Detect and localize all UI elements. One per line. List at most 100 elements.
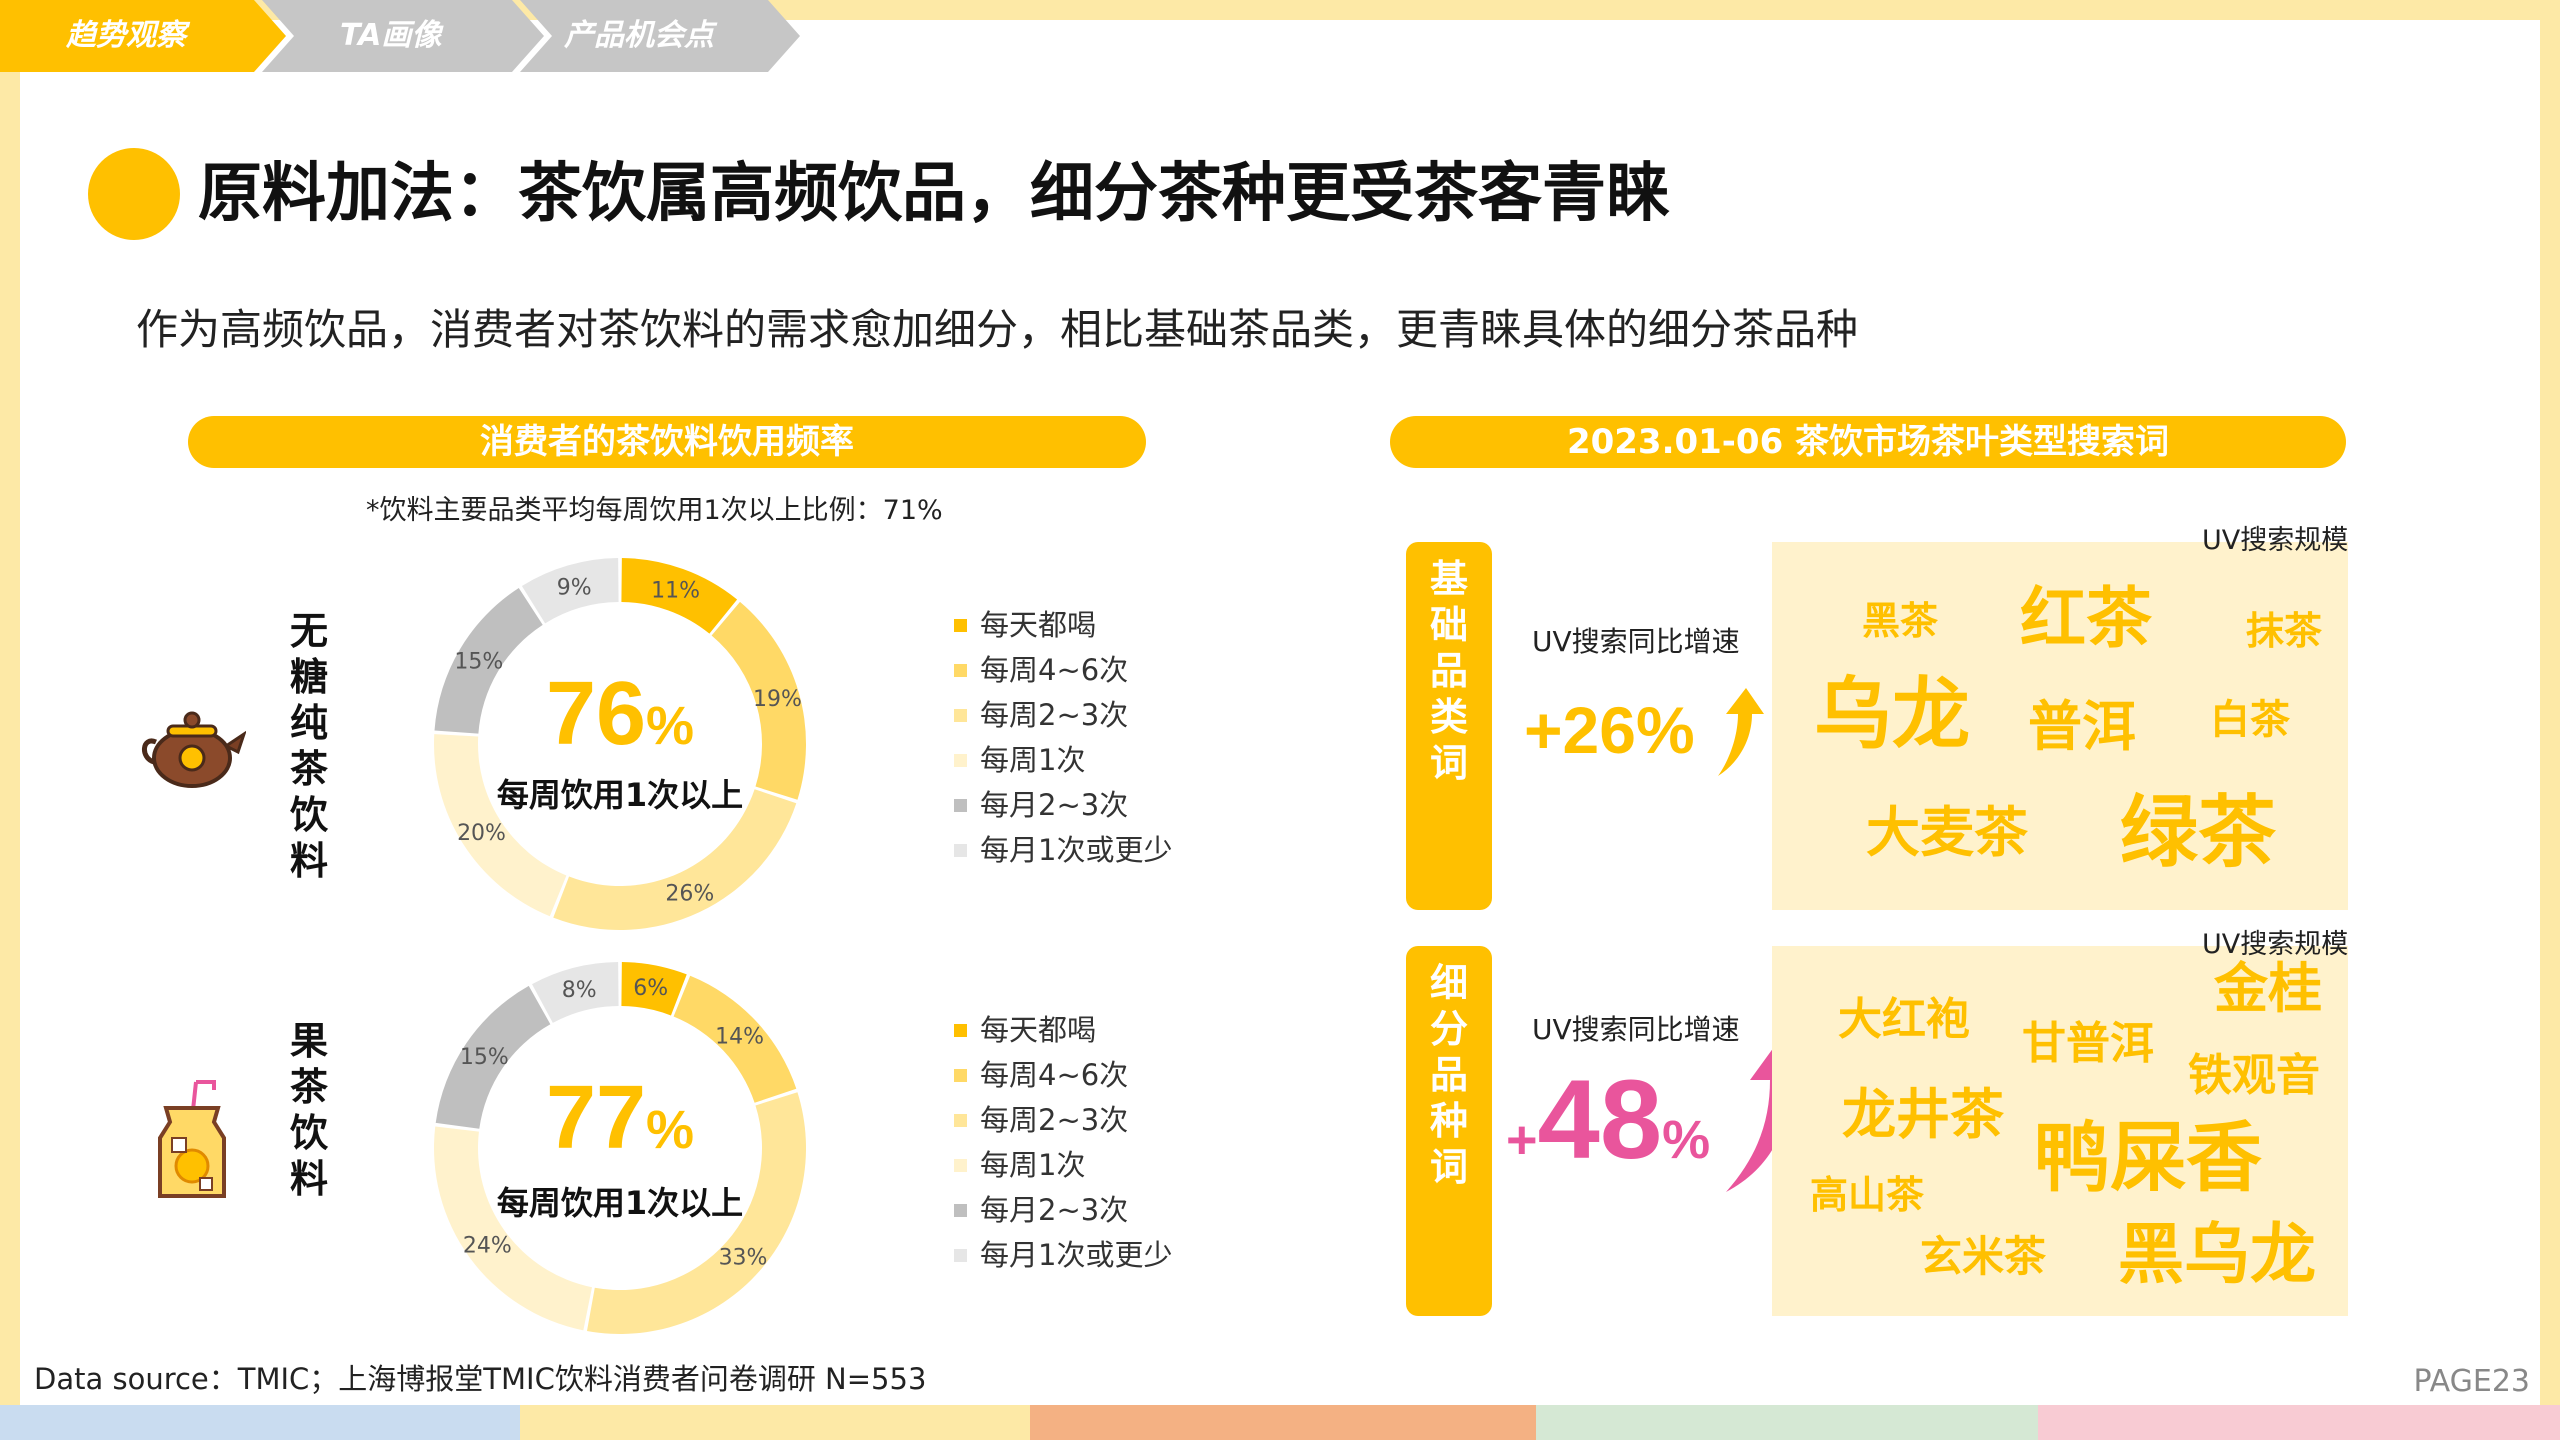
legend2-swatch-6 xyxy=(954,1249,967,1262)
donut2-slice-3 xyxy=(586,1092,806,1334)
word-xuanmicha: 玄米茶 xyxy=(1920,1232,2047,1281)
word-yashixiang: 鸭屎香 xyxy=(2034,1113,2262,1202)
footer-strip-pink xyxy=(2038,1405,2560,1440)
tab-shape-2[interactable] xyxy=(262,0,544,72)
tab-shape-1[interactable] xyxy=(0,0,286,72)
legend1-swatch-5 xyxy=(954,799,967,812)
legend2-label-1: 每天都喝 xyxy=(980,1013,1097,1047)
donut1-slice-1 xyxy=(621,558,738,634)
basic-growth-arrow-icon xyxy=(1718,688,1764,776)
legend2-label-3: 每周2~3次 xyxy=(980,1103,1129,1137)
subvariety-word-cloud xyxy=(1772,946,2348,1316)
right-panel-header: 2023.01-06 茶饮市场茶叶类型搜索词 xyxy=(1390,416,2346,468)
legend1-item-1: 每天都喝 xyxy=(954,603,1172,648)
legend1-swatch-2 xyxy=(954,664,967,677)
legend1-label-5: 每月2~3次 xyxy=(980,788,1129,822)
donut1-slice-3 xyxy=(553,789,797,930)
donut1-slice-5 xyxy=(434,587,543,734)
row2-label: 果茶饮料 xyxy=(289,1019,328,1201)
legend2-swatch-4 xyxy=(954,1159,967,1172)
legend2-item-3: 每周2~3次 xyxy=(954,1098,1172,1143)
donut1-slice-2 xyxy=(711,601,806,800)
word-damaicha: 大麦茶 xyxy=(1866,801,2028,864)
legend1-item-5: 每月2~3次 xyxy=(954,783,1172,828)
basic-category-label: 基础品类词 xyxy=(1406,542,1492,910)
teapot-icon xyxy=(138,696,247,792)
donut1-center-label: 每周饮用1次以上 xyxy=(497,776,743,814)
legend2-label-6: 每月1次或更少 xyxy=(980,1238,1173,1272)
word-heiwulong: 黑乌龙 xyxy=(2118,1216,2316,1293)
page-number: PAGE23 xyxy=(2413,1364,2530,1399)
legend2-swatch-5 xyxy=(954,1204,967,1217)
word-dahongpao: 大红袍 xyxy=(1838,994,1970,1045)
word-mocha: 抹茶 xyxy=(2246,609,2323,653)
donut2-slice-label-1: 6% xyxy=(633,976,668,1001)
word-hongcha: 红茶 xyxy=(2020,580,2152,657)
legend2-item-5: 每月2~3次 xyxy=(954,1188,1172,1233)
tab-trend[interactable]: 趋势观察 xyxy=(66,18,186,53)
donut1-slice-label-2: 19% xyxy=(753,687,802,712)
legend2-label-4: 每周1次 xyxy=(980,1148,1086,1182)
donut2-center-label: 每周饮用1次以上 xyxy=(497,1184,743,1222)
word-baicha: 白茶 xyxy=(2210,697,2290,743)
tabs-shapes xyxy=(0,0,800,72)
donut2-slice-label-3: 33% xyxy=(719,1245,768,1270)
legend2-swatch-2 xyxy=(954,1069,967,1082)
footer-strip-green xyxy=(1536,1405,2038,1440)
word-jingui: 金桂 xyxy=(2214,957,2322,1020)
donut-chart-1: 11% 19% 26% 20% 15% 9% 76% 每周饮用1次以上 xyxy=(434,558,806,930)
footer-strip-orange xyxy=(1030,1405,1536,1440)
basic-word-cloud xyxy=(1772,542,2348,910)
section-tabs: 趋势观察 TA画像 产品机会点 xyxy=(0,0,820,72)
footer-strip-blue xyxy=(0,1405,520,1440)
basic-category-text: 基础品类词 xyxy=(1429,557,1468,785)
legend2-swatch-3 xyxy=(954,1114,967,1127)
legend-1: 每天都喝每周4~6次每周2~3次每周1次每月2~3次每月1次或更少 xyxy=(954,603,1172,873)
tab-opportunity[interactable]: 产品机会点 xyxy=(564,18,714,53)
left-panel-note: *饮料主要品类平均每周饮用1次以上比例：71% xyxy=(366,495,943,526)
word-heicha: 黑茶 xyxy=(1862,599,1939,643)
donut1-slice-label-1: 11% xyxy=(651,579,700,604)
word-lvcha: 绿茶 xyxy=(2120,788,2277,878)
legend2-item-6: 每月1次或更少 xyxy=(954,1233,1172,1278)
basic-growth-label: UV搜索同比增速 xyxy=(1532,625,1740,658)
subvariety-growth-label: UV搜索同比增速 xyxy=(1532,1013,1740,1046)
legend1-label-2: 每周4~6次 xyxy=(980,653,1129,687)
subvariety-growth-value: +48% xyxy=(1506,1064,1710,1176)
fruit-tea-icon xyxy=(152,1078,232,1202)
tab-ta-portrait[interactable]: TA画像 xyxy=(340,18,442,53)
donut1-slice-label-6: 9% xyxy=(557,576,592,601)
left-panel-header: 消费者的茶饮料饮用频率 xyxy=(188,416,1146,468)
donut1-slice-label-3: 26% xyxy=(665,881,714,906)
legend1-swatch-3 xyxy=(954,709,967,722)
tab-shape-3[interactable] xyxy=(520,0,800,72)
donut2-slice-1 xyxy=(621,962,687,1016)
word-ganpuer: 甘普洱 xyxy=(2022,1018,2154,1069)
subvariety-text: 细分品种词 xyxy=(1429,961,1468,1189)
legend2-label-5: 每月2~3次 xyxy=(980,1193,1129,1227)
donut1-slice-6 xyxy=(521,558,619,624)
legend1-swatch-6 xyxy=(954,844,967,857)
legend2-item-2: 每周4~6次 xyxy=(954,1053,1172,1098)
legend1-item-4: 每周1次 xyxy=(954,738,1172,783)
legend2-swatch-1 xyxy=(954,1024,967,1037)
donut-chart-2: 6% 14% 33% 24% 15% 8% 77% 每周饮用1次以上 xyxy=(434,962,806,1334)
subvariety-growth-number: 48 xyxy=(1537,1057,1663,1182)
donut2-slice-label-5: 15% xyxy=(460,1045,509,1070)
subvariety-growth-sign: + xyxy=(1506,1110,1538,1170)
legend1-label-4: 每周1次 xyxy=(980,743,1086,777)
donut1-slice-label-4: 20% xyxy=(457,821,506,846)
data-source: Data source：TMIC；上海博报堂TMIC饮料消费者问卷调研 N=55… xyxy=(34,1362,927,1396)
subvariety-uv-scale-label: UV搜索规模 xyxy=(2202,929,2349,960)
donut2-slice-label-6: 8% xyxy=(562,978,597,1003)
word-wulong: 乌龙 xyxy=(1814,670,1971,760)
word-longjingcha: 龙井茶 xyxy=(1842,1083,2004,1146)
donut2-slice-label-4: 24% xyxy=(463,1233,512,1258)
page-subtitle: 作为高频饮品，消费者对茶饮料的需求愈加细分，相比基础茶品类，更青睐具体的细分茶品… xyxy=(136,305,1859,354)
legend1-item-3: 每周2~3次 xyxy=(954,693,1172,738)
donut2-slice-4 xyxy=(434,1126,592,1331)
legend2-label-2: 每周4~6次 xyxy=(980,1058,1129,1092)
word-tieguanyin: 铁观音 xyxy=(2188,1050,2320,1101)
donut2-slice-6 xyxy=(532,962,619,1023)
legend1-item-6: 每月1次或更少 xyxy=(954,828,1172,873)
